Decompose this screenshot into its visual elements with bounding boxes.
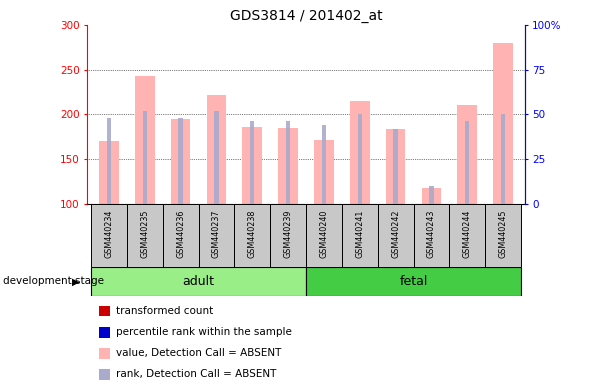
- Text: GSM440245: GSM440245: [499, 210, 508, 258]
- Bar: [178, 118, 183, 204]
- Bar: [250, 121, 254, 204]
- Bar: [99, 141, 119, 204]
- Text: ▶: ▶: [72, 276, 79, 286]
- Bar: [322, 125, 326, 204]
- Bar: [306, 204, 342, 267]
- Bar: [377, 204, 414, 267]
- Text: development stage: development stage: [3, 276, 104, 286]
- Bar: [358, 114, 362, 204]
- Text: GSM440242: GSM440242: [391, 210, 400, 258]
- Text: GSM440236: GSM440236: [176, 210, 185, 258]
- Bar: [242, 127, 262, 204]
- Bar: [449, 204, 485, 267]
- Text: adult: adult: [183, 275, 215, 288]
- Text: percentile rank within the sample: percentile rank within the sample: [116, 327, 292, 337]
- Bar: [342, 204, 377, 267]
- Text: rank, Detection Call = ABSENT: rank, Detection Call = ABSENT: [116, 369, 277, 379]
- Bar: [107, 118, 111, 204]
- Bar: [286, 121, 290, 204]
- Text: GSM440237: GSM440237: [212, 210, 221, 258]
- Bar: [207, 94, 226, 204]
- Bar: [127, 204, 163, 267]
- Title: GDS3814 / 201402_at: GDS3814 / 201402_at: [230, 8, 382, 23]
- Text: GSM440243: GSM440243: [427, 210, 436, 258]
- Bar: [386, 129, 405, 204]
- Bar: [414, 204, 449, 267]
- Bar: [421, 188, 441, 204]
- Text: value, Detection Call = ABSENT: value, Detection Call = ABSENT: [116, 348, 282, 358]
- Bar: [91, 204, 127, 267]
- Bar: [429, 186, 434, 204]
- Text: GSM440240: GSM440240: [320, 210, 329, 258]
- Bar: [198, 204, 235, 267]
- Text: GSM440238: GSM440238: [248, 210, 257, 258]
- Bar: [214, 111, 219, 204]
- Text: GSM440235: GSM440235: [140, 210, 150, 258]
- Bar: [458, 105, 477, 204]
- Bar: [306, 267, 521, 296]
- Bar: [270, 204, 306, 267]
- Bar: [314, 140, 334, 204]
- Text: GSM440244: GSM440244: [463, 210, 472, 258]
- Bar: [465, 121, 469, 204]
- Text: GSM440234: GSM440234: [104, 210, 113, 258]
- Bar: [501, 114, 505, 204]
- Bar: [278, 127, 298, 204]
- Bar: [350, 101, 370, 204]
- Text: transformed count: transformed count: [116, 306, 213, 316]
- Bar: [235, 204, 270, 267]
- Bar: [135, 76, 154, 204]
- Bar: [143, 111, 147, 204]
- Text: fetal: fetal: [399, 275, 428, 288]
- Text: GSM440241: GSM440241: [355, 210, 364, 258]
- Bar: [91, 267, 306, 296]
- Text: GSM440239: GSM440239: [283, 210, 292, 258]
- Bar: [163, 204, 198, 267]
- Bar: [171, 119, 191, 204]
- Bar: [485, 204, 521, 267]
- Bar: [394, 129, 398, 204]
- Bar: [493, 43, 513, 204]
